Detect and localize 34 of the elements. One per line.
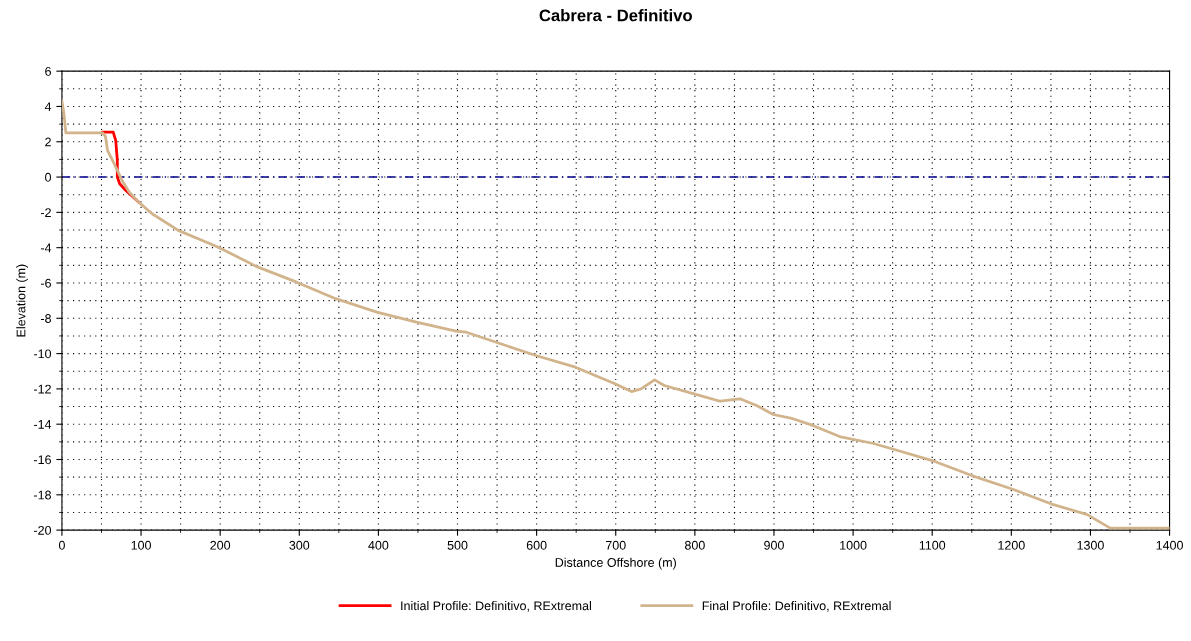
y-tick-label: -16 [34,455,51,465]
x-tick-label: 100 [131,540,151,550]
x-tick-label: 200 [210,540,231,550]
y-tick-label: 0 [45,172,52,182]
x-tick-label: 400 [368,540,389,550]
y-axis-title: Elevation (m) [16,264,28,337]
y-tick-label: -12 [34,384,51,394]
x-tick-label: 300 [289,540,310,550]
x-tick-label: 0 [58,540,65,550]
y-tick-label: -8 [40,314,51,323]
x-tick-label: 900 [764,540,784,550]
y-tick-label: 2 [45,137,51,147]
y-tick-label: -18 [34,490,51,500]
x-tick-label: 1200 [998,540,1025,550]
x-tick-label: 800 [684,540,705,550]
chart-title: Cabrera - Definitivo [539,9,692,22]
x-tick-label: 500 [447,540,468,550]
y-tick-label: -2 [40,208,51,217]
x-tick-label: 600 [526,540,547,550]
y-tick-label: -4 [40,243,52,253]
x-tick-label: 1000 [840,540,867,550]
x-axis-title: Distance Offshore (m) [555,557,676,570]
y-tick-label: -14 [34,420,52,429]
legend-label: Final Profile: Definitivo, RExtremal [702,601,891,612]
x-tick-label: 1400 [1156,540,1183,550]
x-tick-label: 700 [605,540,626,550]
y-tick-label: 4 [44,102,52,111]
legend-label: Initial Profile: Definitivo, RExtremal [401,601,591,612]
y-tick-label: 6 [45,66,51,76]
x-tick-label: 1100 [919,540,946,550]
x-tick-label: 1300 [1077,540,1104,550]
y-tick-label: -20 [34,525,52,535]
y-tick-label: -6 [40,278,51,288]
y-tick-label: -10 [34,349,52,359]
